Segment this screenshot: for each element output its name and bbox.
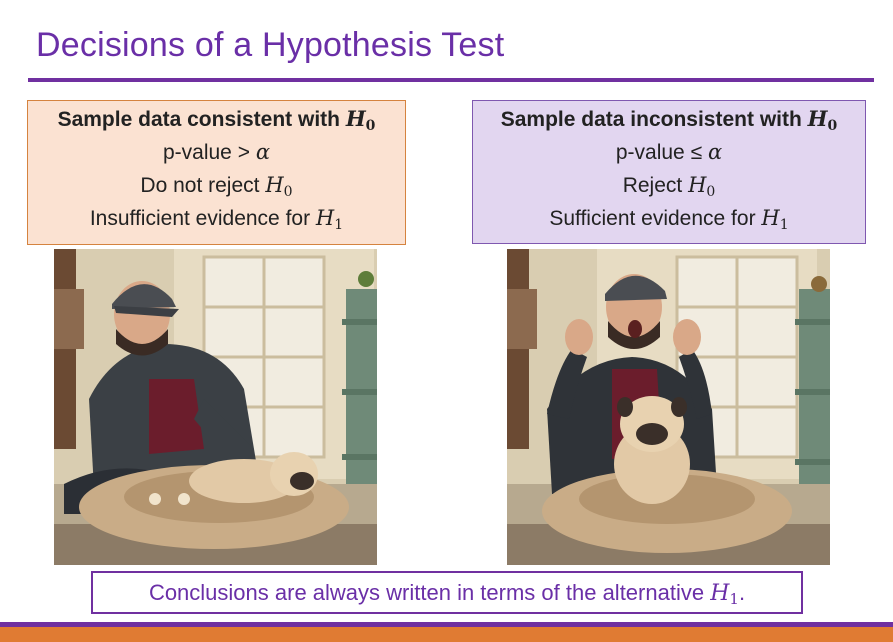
inconsistent-box: Sample data inconsistent with H0 p-value… xyxy=(472,100,866,244)
h1-symbol: H1 xyxy=(710,581,739,608)
title-divider xyxy=(28,78,874,82)
h1-symbol: H1 xyxy=(761,206,789,233)
conclusion-period: . xyxy=(738,580,746,605)
alpha-symbol: α xyxy=(707,140,723,164)
inconsistent-evidence-line: Sufficient evidence for H1 xyxy=(549,206,789,233)
h0-symbol: H0 xyxy=(345,106,376,134)
h0-symbol: H0 xyxy=(265,173,293,200)
conclusion-text: Conclusions are always written in terms … xyxy=(148,580,705,605)
inconsistent-heading-text: Sample data inconsistent with xyxy=(500,108,802,131)
consistent-box: Sample data consistent with H0 p-value >… xyxy=(27,100,406,245)
conclusion-banner: Conclusions are always written in terms … xyxy=(91,571,803,614)
surprised-pug-photo xyxy=(507,249,830,565)
footer-bar xyxy=(0,622,893,642)
h1-symbol: H1 xyxy=(315,206,344,233)
calm-pug-photo xyxy=(54,249,377,565)
consistent-decision-line: Do not reject H0 xyxy=(140,173,293,200)
consistent-pvalue-line: p-value > α xyxy=(162,140,270,164)
h0-symbol: H0 xyxy=(807,106,838,134)
inconsistent-decision-line: Reject H0 xyxy=(622,173,716,200)
consistent-evidence-line: Insufficient evidence for H1 xyxy=(89,206,344,233)
consistent-heading-text: Sample data consistent with xyxy=(57,108,340,131)
h0-symbol: H0 xyxy=(688,173,716,200)
alpha-symbol: α xyxy=(255,140,270,164)
inconsistent-pvalue-line: p-value ≤ α xyxy=(615,140,723,164)
inconsistent-box-heading: Sample data inconsistent with H0 xyxy=(473,102,865,136)
consistent-box-heading: Sample data consistent with H0 xyxy=(28,102,405,136)
slide-title: Decisions of a Hypothesis Test xyxy=(36,26,505,64)
